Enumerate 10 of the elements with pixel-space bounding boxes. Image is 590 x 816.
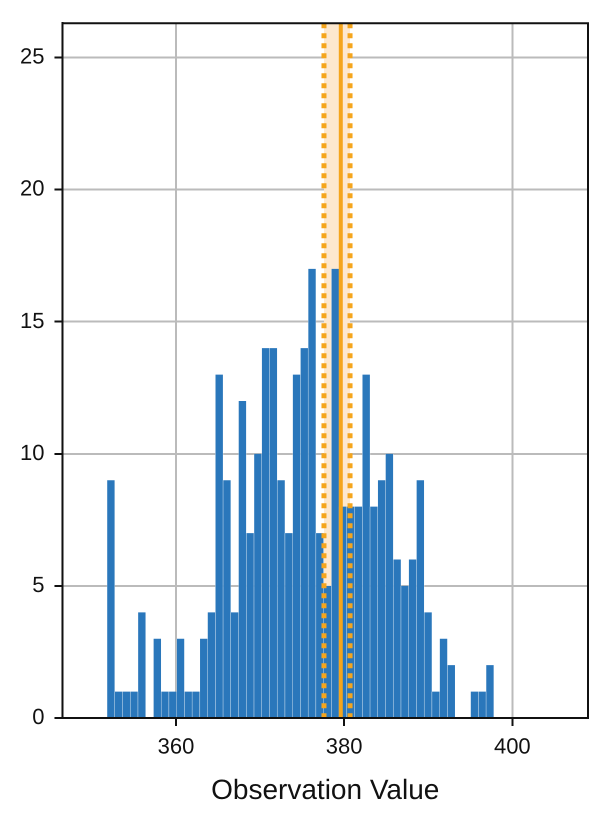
x-tick-label: 400 — [494, 733, 531, 758]
x-tick-label: 380 — [326, 733, 363, 758]
y-tick-label: 25 — [20, 44, 44, 69]
y-tick-label: 5 — [32, 572, 44, 597]
x-tick-label: 360 — [158, 733, 194, 758]
y-tick-label: 0 — [32, 704, 44, 730]
y-tick-label: 10 — [20, 440, 44, 465]
y-tick-label: 15 — [20, 308, 44, 333]
x-axis-title: Observation Value — [211, 774, 440, 805]
y-tick-label: 20 — [20, 176, 44, 201]
